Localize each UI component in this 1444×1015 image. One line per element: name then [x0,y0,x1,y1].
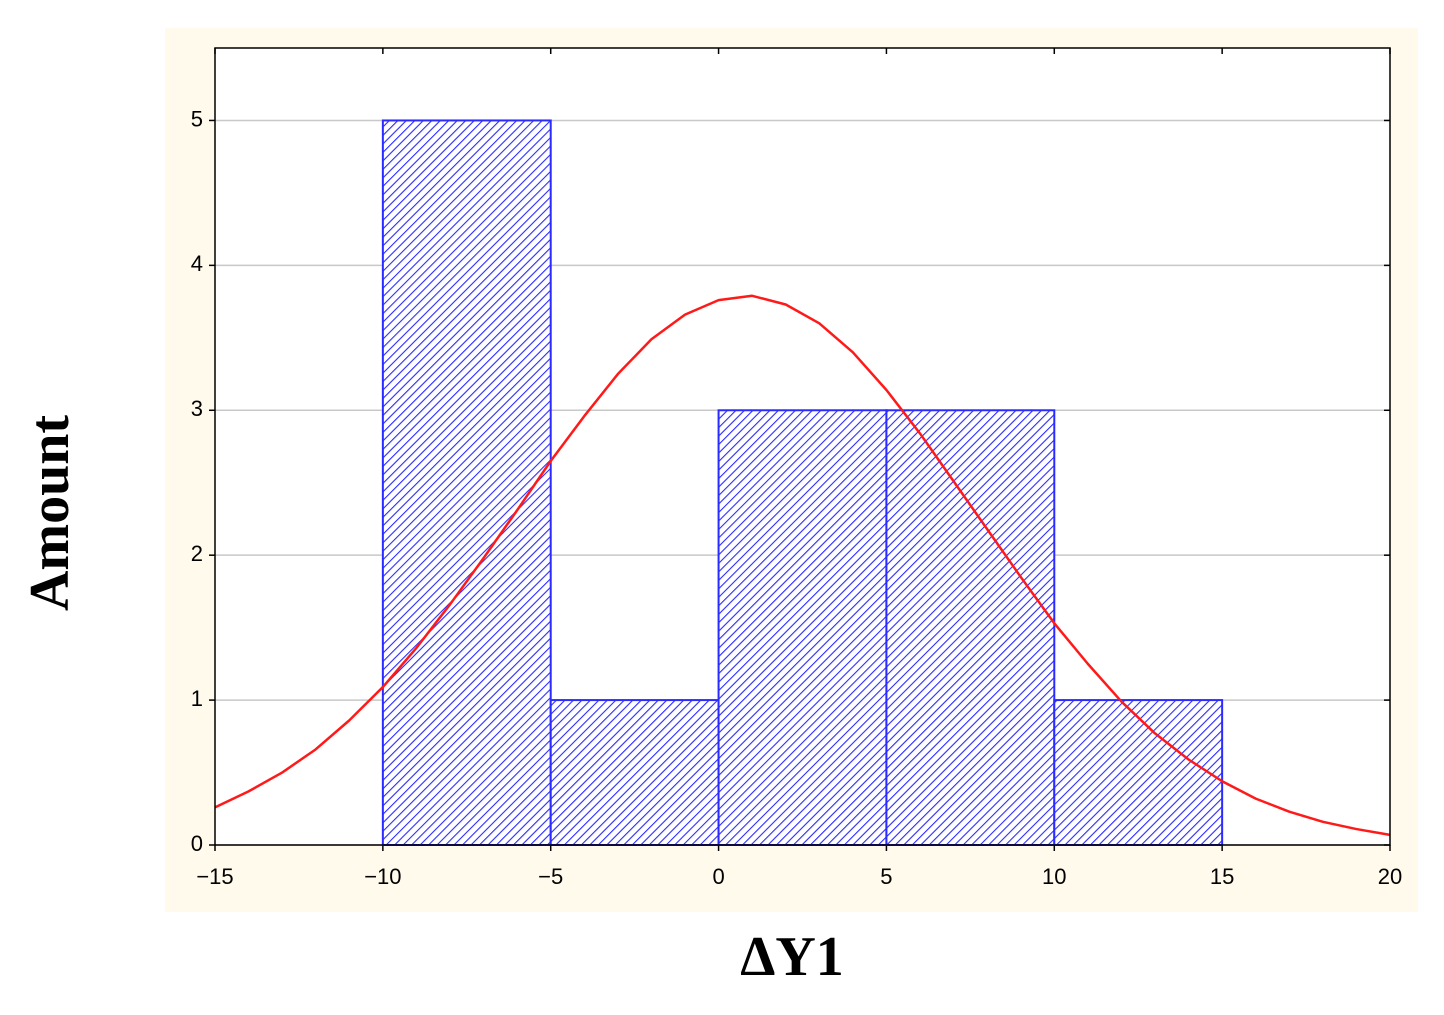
y-tick-label: 3 [191,396,203,421]
x-tick-label: 10 [1042,864,1066,889]
histogram-bar [717,409,888,846]
y-tick-label: 4 [191,251,203,276]
y-axis-title: Amount [19,415,81,611]
histogram-bar [549,699,720,846]
fit-curve [214,294,1391,837]
x-axis-title: ΔY1 [740,926,844,988]
x-tick-label: 5 [880,864,892,889]
x-tick-label: 20 [1378,864,1402,889]
plot-frame [214,47,1391,846]
histogram-bar [1053,699,1224,846]
y-tick-label: 5 [191,106,203,131]
y-tick-label: 1 [191,686,203,711]
histogram-bar [381,119,552,847]
x-tick-label: 0 [712,864,724,889]
x-tick-label: −10 [364,864,401,889]
y-tick-label: 2 [191,541,203,566]
x-tick-label: 15 [1210,864,1234,889]
plot-layer: 0 1 2 3 4 5 −15 −10 −5 0 5 10 15 20 [191,48,1402,889]
y-tick-label: 0 [191,831,203,856]
x-tick-label: −15 [196,864,233,889]
x-tick-label: −5 [538,864,563,889]
histogram-bar [885,409,1056,846]
